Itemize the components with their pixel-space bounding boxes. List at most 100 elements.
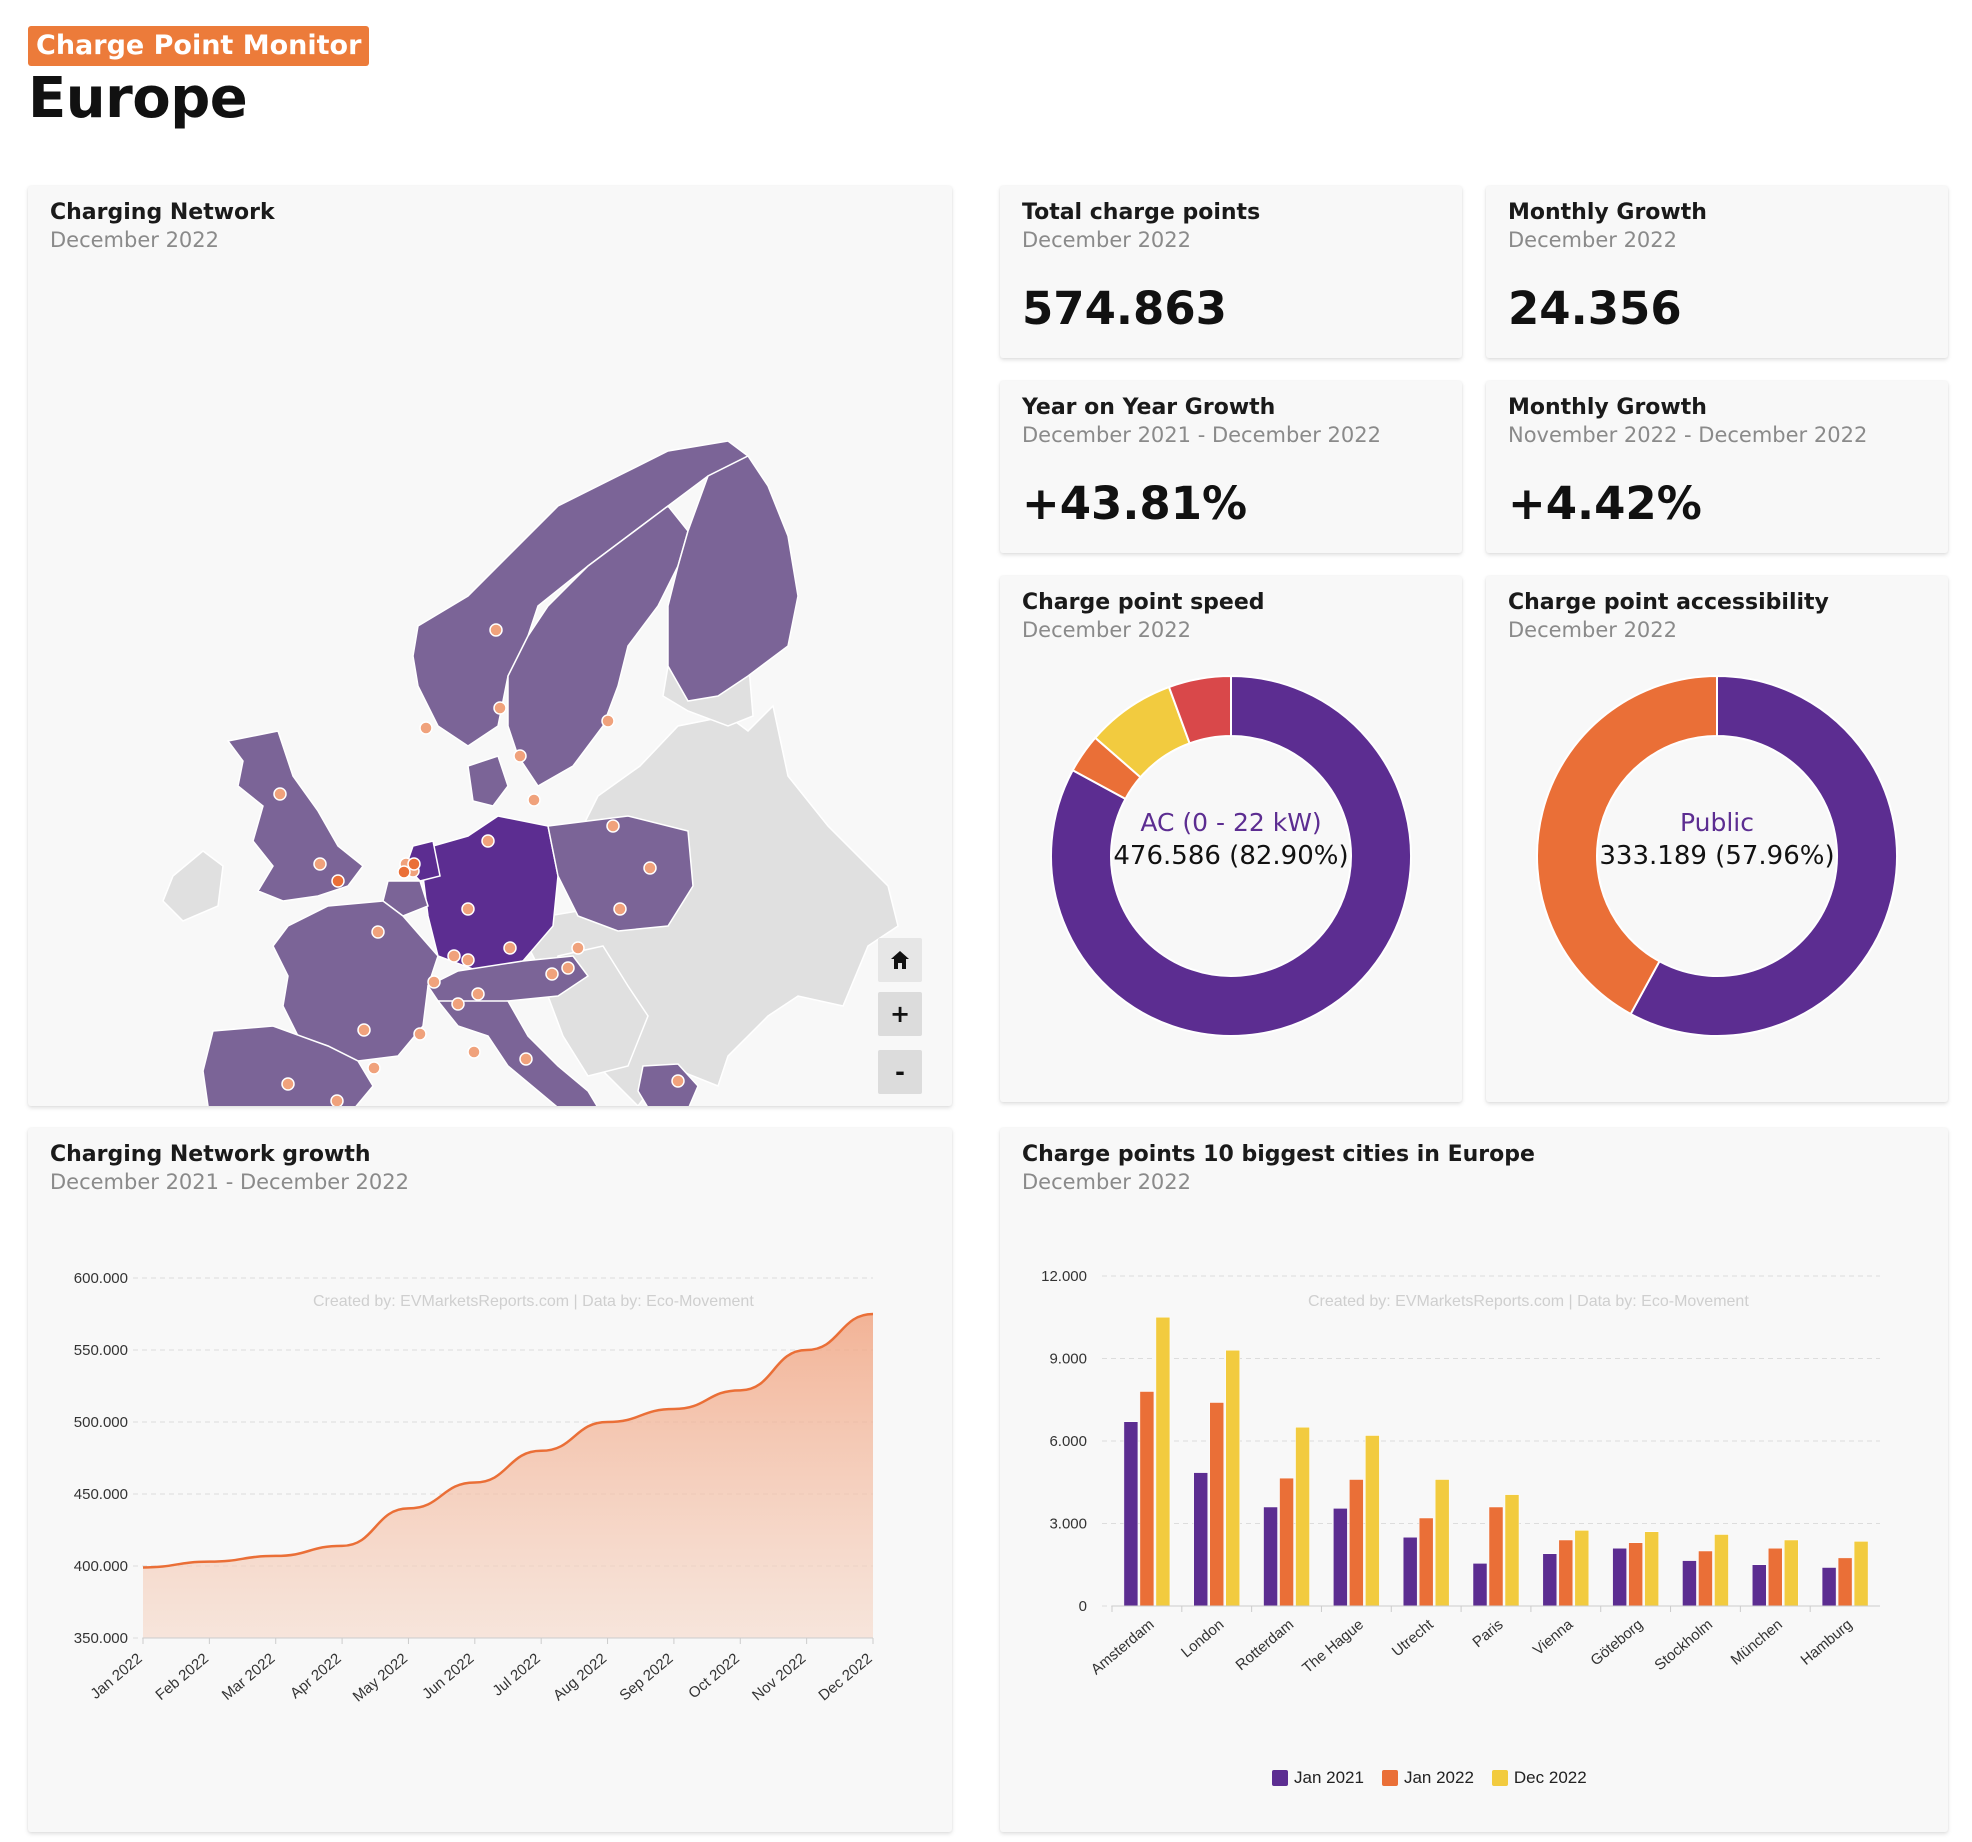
bar[interactable]	[1139, 1391, 1155, 1607]
y-tick-label: 6.000	[1049, 1433, 1087, 1450]
chart-legend: Jan 2021 Jan 2022 Dec 2022	[1272, 1768, 1587, 1788]
bar[interactable]	[1853, 1541, 1869, 1607]
donut-center: Public 333.189 (57.96%)	[1587, 808, 1847, 871]
bar[interactable]	[1295, 1427, 1310, 1607]
bar[interactable]	[1628, 1542, 1643, 1607]
speed-donut-chart[interactable]	[1000, 576, 1462, 1102]
x-tick-label: Utrecht	[1389, 1616, 1438, 1661]
map-region-france	[272, 900, 439, 1062]
card-title: Total charge points	[1022, 200, 1261, 225]
y-tick-label: 3.000	[1049, 1516, 1087, 1533]
card-subtitle: December 2022	[1022, 618, 1192, 642]
donut-center: AC (0 - 22 kW) 476.586 (82.90%)	[1101, 808, 1361, 871]
europe-map[interactable]	[28, 186, 952, 1106]
bar[interactable]	[1225, 1350, 1240, 1607]
bar[interactable]	[1349, 1479, 1364, 1607]
kpi-card-monthly-growth-pct: Monthly Growth November 2022 - December …	[1486, 381, 1948, 553]
bar[interactable]	[1542, 1553, 1558, 1607]
y-tick-label: 9.000	[1049, 1351, 1087, 1368]
x-tick-label: Hamburg	[1797, 1616, 1855, 1669]
bar[interactable]	[1279, 1477, 1294, 1607]
donut-slice[interactable]	[1536, 674, 1718, 1016]
bar[interactable]	[1682, 1560, 1697, 1607]
app-badge: Charge Point Monitor	[28, 26, 370, 66]
kpi-value: 574.863	[1022, 282, 1227, 335]
card-subtitle: December 2022	[50, 228, 220, 252]
bar[interactable]	[1472, 1563, 1488, 1607]
bar[interactable]	[1263, 1506, 1278, 1607]
map-zoom-out-button[interactable]: -	[878, 1050, 922, 1094]
x-tick-label: London	[1178, 1616, 1227, 1661]
card-subtitle: December 2021 - December 2022	[50, 1170, 409, 1194]
y-tick-label: 600.000	[74, 1270, 128, 1287]
home-icon	[891, 951, 909, 969]
bar[interactable]	[1612, 1548, 1627, 1607]
y-tick-label: 550.000	[74, 1342, 128, 1359]
city-markers-highlight	[331, 857, 421, 888]
card-subtitle: December 2022	[1022, 228, 1192, 252]
map-region-sweden	[507, 504, 689, 787]
x-tick-label: Feb 2022	[152, 1650, 211, 1704]
card-title: Year on Year Growth	[1022, 395, 1276, 420]
legend-swatch	[1381, 1770, 1398, 1786]
map-home-button[interactable]	[878, 938, 922, 982]
donut-center-label: AC (0 - 22 kW)	[1140, 808, 1322, 837]
bar[interactable]	[1714, 1534, 1729, 1607]
bar[interactable]	[1123, 1421, 1139, 1607]
bar[interactable]	[1558, 1539, 1574, 1607]
legend-item[interactable]: Jan 2021	[1272, 1768, 1364, 1788]
bar[interactable]	[1574, 1530, 1590, 1607]
kpi-value: 24.356	[1508, 282, 1682, 335]
bar[interactable]	[1418, 1517, 1434, 1607]
legend-label: Dec 2022	[1513, 1768, 1587, 1787]
donut-center-value: 333.189 (57.96%)	[1599, 841, 1835, 871]
kpi-value: +43.81%	[1022, 477, 1248, 530]
bar[interactable]	[1768, 1548, 1783, 1607]
kpi-value: +4.42%	[1508, 477, 1702, 530]
bar[interactable]	[1784, 1539, 1799, 1607]
x-tick-label: Stockholm	[1651, 1616, 1716, 1674]
card-subtitle: December 2022	[1508, 618, 1678, 642]
donut-slice[interactable]	[1629, 674, 1898, 1037]
x-tick-label: Rotterdam	[1233, 1616, 1298, 1674]
card-title: Charge point speed	[1022, 590, 1265, 615]
bar[interactable]	[1837, 1557, 1853, 1607]
kpi-card-monthly-growth: Monthly Growth December 2022 24.356	[1486, 186, 1948, 358]
x-tick-label: Aug 2022	[550, 1650, 610, 1704]
bar[interactable]	[1821, 1567, 1837, 1607]
charge-point-accessibility-card: Charge point accessibility December 2022…	[1486, 576, 1948, 1102]
card-subtitle: December 2022	[1022, 1170, 1192, 1194]
bar[interactable]	[1504, 1494, 1520, 1607]
y-tick-label: 400.000	[74, 1558, 128, 1575]
bar[interactable]	[1193, 1472, 1208, 1607]
donut-slice[interactable]	[1050, 674, 1412, 1037]
y-tick-label: 12.000	[1041, 1268, 1087, 1285]
growth-area-chart[interactable]: Created by: EVMarketsReports.com | Data …	[28, 1128, 952, 1832]
bar[interactable]	[1698, 1550, 1713, 1607]
bar[interactable]	[1155, 1317, 1171, 1607]
bar[interactable]	[1209, 1402, 1224, 1607]
donut-center-value: 476.586 (82.90%)	[1113, 841, 1349, 871]
y-tick-label: 0	[1079, 1598, 1087, 1615]
legend-item[interactable]: Dec 2022	[1491, 1768, 1587, 1788]
map-region-spain-portugal	[202, 1025, 374, 1106]
bar[interactable]	[1434, 1479, 1450, 1607]
bar[interactable]	[1333, 1508, 1348, 1607]
bar[interactable]	[1402, 1537, 1418, 1607]
cities-bar-chart[interactable]: Created by: EVMarketsReports.com | Data …	[1000, 1128, 1948, 1832]
map-region-germany	[422, 815, 559, 972]
x-tick-label: May 2022	[350, 1650, 411, 1705]
legend-item[interactable]: Jan 2022	[1381, 1768, 1474, 1788]
chart-credit: Created by: EVMarketsReports.com | Data …	[1308, 1293, 1749, 1310]
x-tick-label: Göteborg	[1587, 1616, 1646, 1669]
charging-network-map-card: Charging Network December 2022	[28, 186, 952, 1106]
map-zoom-in-button[interactable]: +	[878, 992, 922, 1036]
bar[interactable]	[1644, 1531, 1659, 1607]
donut-slice[interactable]	[1167, 674, 1232, 745]
bar[interactable]	[1488, 1506, 1504, 1607]
accessibility-donut-chart[interactable]	[1486, 576, 1948, 1102]
map-region-belgium	[382, 880, 429, 917]
y-tick-label: 500.000	[74, 1414, 128, 1431]
bar[interactable]	[1752, 1564, 1767, 1607]
bar[interactable]	[1365, 1435, 1380, 1607]
